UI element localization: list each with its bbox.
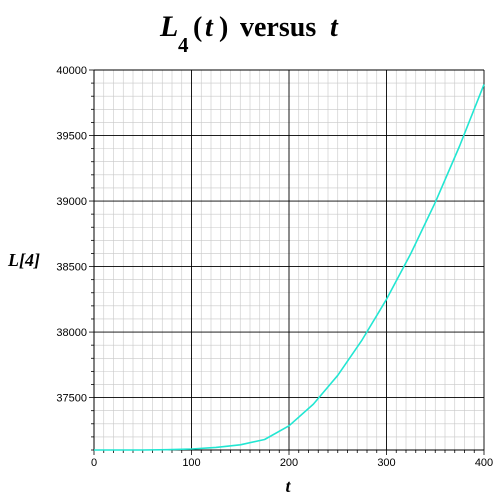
y-axis-label: L[4] bbox=[7, 250, 40, 270]
y-tick-label: 39500 bbox=[56, 131, 87, 143]
x-tick-label: 300 bbox=[377, 457, 395, 469]
x-axis-label: t bbox=[285, 476, 291, 496]
y-tick-label: 38000 bbox=[56, 327, 87, 339]
title-versus: versus bbox=[240, 12, 316, 43]
title-subscript: 4 bbox=[178, 33, 189, 57]
minor-grid bbox=[94, 70, 484, 451]
x-tick-label: 100 bbox=[182, 457, 200, 469]
title-symbol: L bbox=[159, 10, 178, 43]
title-open-paren: ( bbox=[193, 12, 202, 43]
x-tick-label: 0 bbox=[91, 457, 97, 469]
tick-labels: 0 100 200 300 400 37500 38000 38500 39000 39500 40… bbox=[56, 65, 493, 469]
title-close-paren: ) bbox=[219, 12, 228, 43]
x-tick-label: 200 bbox=[280, 457, 298, 469]
y-tick-label: 37500 bbox=[56, 393, 87, 405]
y-tick-label: 40000 bbox=[56, 65, 87, 77]
chart-title: L 4 ( t ) versus t bbox=[159, 10, 339, 57]
y-tick-label: 39000 bbox=[56, 196, 87, 208]
x-tick-label: 400 bbox=[475, 457, 493, 469]
title-variable-2: t bbox=[330, 12, 339, 43]
title-variable: t bbox=[205, 12, 214, 43]
series-line bbox=[94, 84, 485, 451]
y-tick-label: 38500 bbox=[56, 262, 87, 274]
axis-ticks bbox=[89, 69, 485, 455]
series-group bbox=[94, 84, 485, 451]
